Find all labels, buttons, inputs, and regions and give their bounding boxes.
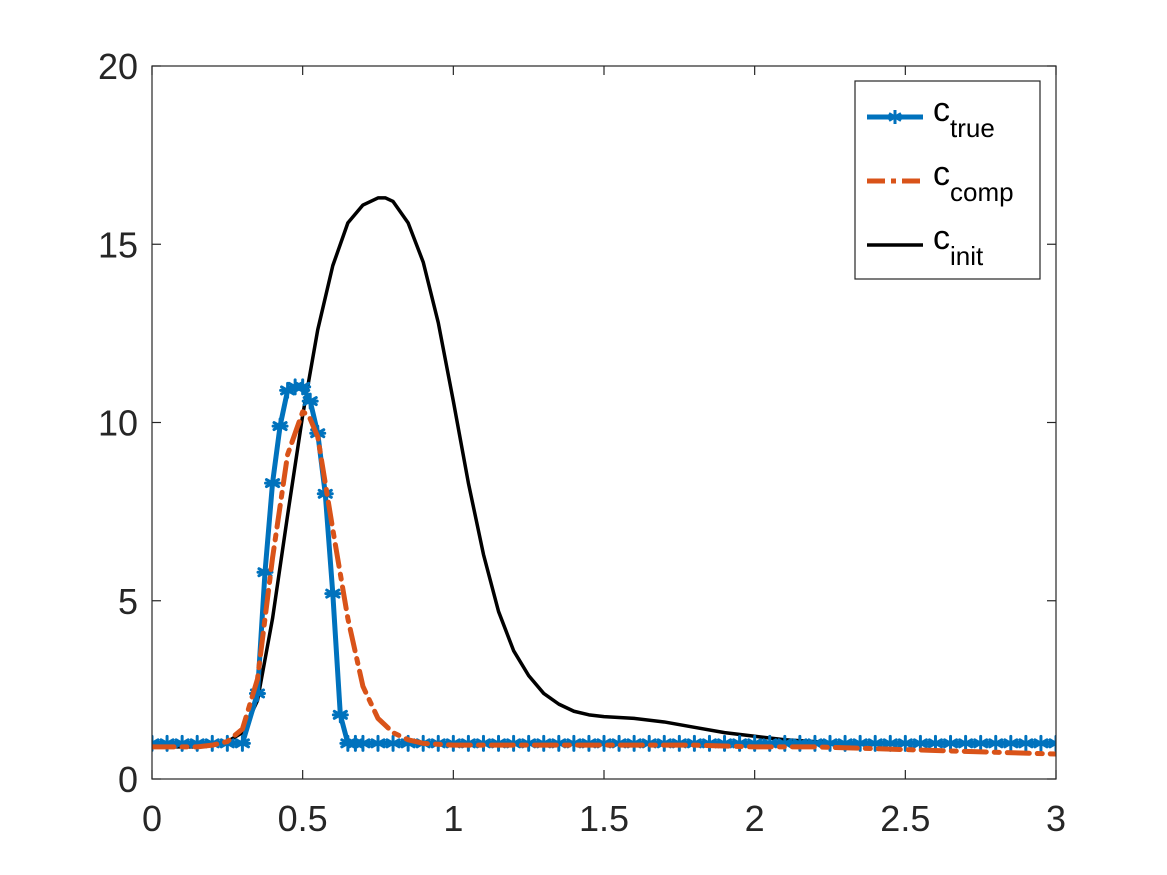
series-point-true <box>731 734 749 752</box>
legend-label-true: ctrue <box>933 91 995 143</box>
series-point-true <box>911 734 929 752</box>
series-point-true <box>942 734 960 752</box>
series-point-true <box>271 417 289 435</box>
series-point-true <box>896 734 914 752</box>
x-tick-label: 0.5 <box>278 798 328 839</box>
legend-marker <box>888 110 902 124</box>
legend-label-subscript: true <box>950 113 995 143</box>
legend-label-subscript: comp <box>950 177 1014 207</box>
series-point-true <box>836 734 854 752</box>
series-point-true <box>233 734 251 752</box>
series-point-true <box>987 734 1005 752</box>
x-tick-label: 2.5 <box>880 798 930 839</box>
y-tick-label: 0 <box>118 759 138 800</box>
series-point-true <box>881 734 899 752</box>
series-point-true <box>550 734 568 752</box>
series-point-true <box>972 734 990 752</box>
series-line-comp <box>152 409 1056 757</box>
legend-label-init: cinit <box>933 219 984 271</box>
series-point-true <box>565 734 583 752</box>
series-point-true <box>301 392 319 410</box>
series-point-true <box>595 734 613 752</box>
x-tick-label: 0 <box>142 798 162 839</box>
y-tick-label: 10 <box>98 403 138 444</box>
series-point-true <box>294 378 312 396</box>
x-tick-label: 1.5 <box>579 798 629 839</box>
series-point-true <box>1032 734 1050 752</box>
chart-axes: 0 0.5 1 1.5 2 2.5 3 0 5 10 15 20 <box>98 46 1066 839</box>
y-tick-label: 15 <box>98 224 138 265</box>
series-point-true <box>851 734 869 752</box>
series-point-true <box>957 734 975 752</box>
x-tick-label: 3 <box>1046 798 1066 839</box>
series-point-true <box>806 734 824 752</box>
series-point-true <box>173 734 191 752</box>
series-point-true <box>188 734 206 752</box>
legend-label-main: c <box>933 219 950 257</box>
series-point-true <box>324 585 342 603</box>
y-tick-label: 5 <box>118 581 138 622</box>
data-group <box>152 196 1056 757</box>
legend-label-main: c <box>933 155 950 193</box>
series-point-true <box>776 734 794 752</box>
series-point-true <box>1017 734 1035 752</box>
series-point-true <box>369 734 387 752</box>
x-tick-label: 1 <box>443 798 463 839</box>
series-point-true <box>331 706 349 724</box>
series-point-true <box>821 734 839 752</box>
series-point-true <box>399 734 417 752</box>
series-point-true <box>520 734 538 752</box>
series-point-true <box>716 734 734 752</box>
series-point-true <box>384 734 402 752</box>
legend-label-main: c <box>933 91 950 129</box>
series-point-true <box>248 684 266 702</box>
series-point-true <box>1002 734 1020 752</box>
series-point-true <box>761 734 779 752</box>
legend-label-comp: ccomp <box>933 155 1014 207</box>
series-point-true <box>158 734 176 752</box>
x-tick-label: 2 <box>745 798 765 839</box>
series-point-true <box>264 474 282 492</box>
y-tick-label: 20 <box>98 46 138 87</box>
series-point-true <box>791 734 809 752</box>
legend-label-subscript: init <box>950 241 984 271</box>
series-point-true <box>256 563 274 581</box>
series-point-true <box>354 734 372 752</box>
series-point-true <box>926 734 944 752</box>
series-point-true <box>866 734 884 752</box>
series-point-true <box>746 734 764 752</box>
